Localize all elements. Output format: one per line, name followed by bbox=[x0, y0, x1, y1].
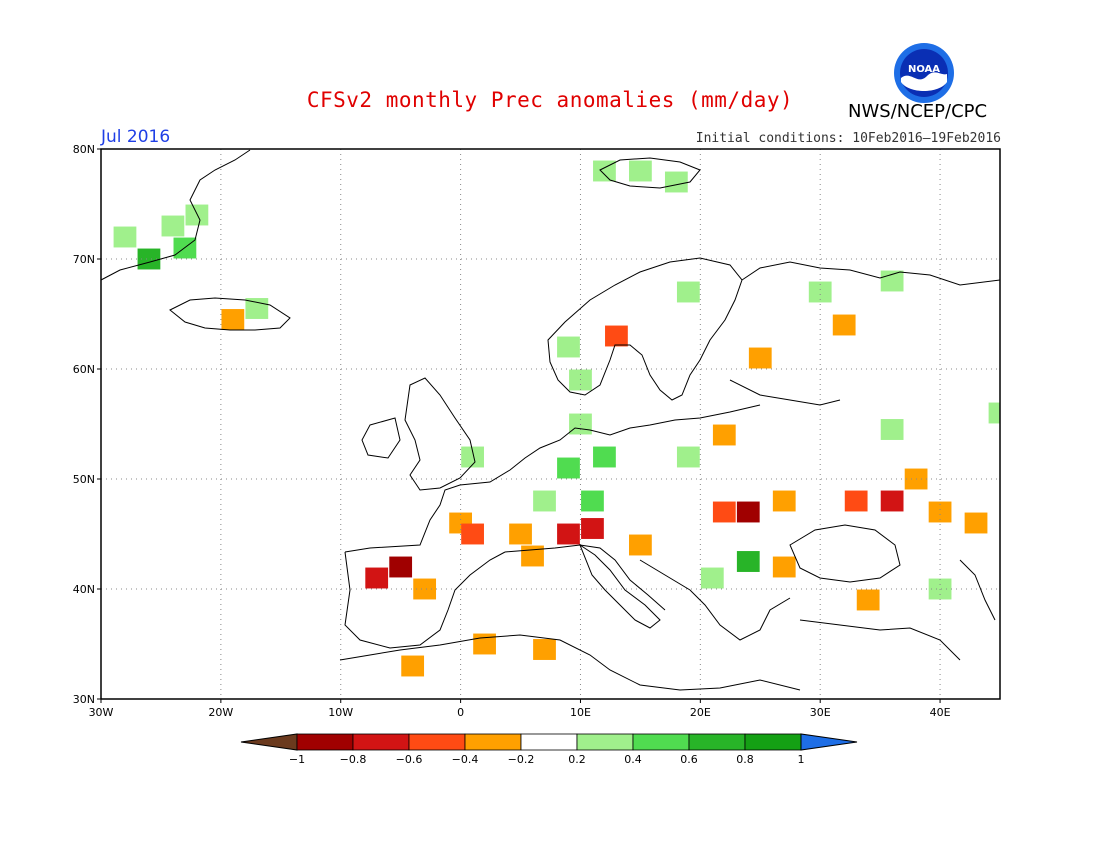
legend-color-box bbox=[520, 733, 578, 751]
longitude-tick-label: 20E bbox=[690, 706, 711, 719]
anomaly-cell bbox=[605, 325, 628, 347]
anomaly-cell bbox=[521, 545, 544, 567]
anomaly-cell bbox=[413, 578, 437, 600]
anomaly-cell bbox=[772, 556, 796, 578]
anomaly-cell bbox=[629, 534, 652, 556]
anomaly-cell bbox=[736, 501, 760, 523]
anomaly-cell bbox=[161, 215, 185, 237]
anomaly-cell bbox=[712, 501, 736, 523]
anomaly-cell bbox=[533, 639, 556, 660]
anomaly-cell bbox=[113, 226, 137, 248]
map-frame bbox=[100, 148, 1001, 700]
anomaly-cell bbox=[629, 160, 652, 182]
longitude-tick-label: 10W bbox=[328, 706, 353, 719]
anomaly-cell bbox=[832, 314, 856, 336]
agency-label: NWS/NCEP/CPC bbox=[848, 101, 988, 122]
anomaly-cell bbox=[533, 490, 556, 512]
lat-lon-gridlines bbox=[101, 149, 1000, 699]
longitude-tick-label: 30E bbox=[810, 706, 831, 719]
anomaly-cell bbox=[988, 402, 1000, 424]
latitude-tick-label: 70N bbox=[73, 253, 95, 266]
anomaly-cell bbox=[664, 171, 688, 193]
anomaly-cell bbox=[880, 490, 904, 512]
latitude-tick-label: 80N bbox=[73, 143, 95, 156]
anomaly-cell bbox=[772, 490, 796, 512]
longitude-tick-label: 10E bbox=[570, 706, 591, 719]
longitude-tick-label: 20W bbox=[208, 706, 233, 719]
legend-tick-label: −0.8 bbox=[340, 753, 367, 766]
legend-tick-label: −0.2 bbox=[508, 753, 535, 766]
longitude-tick-label: 30W bbox=[89, 706, 114, 719]
anomaly-field bbox=[113, 160, 1000, 677]
logo-text: NOAA bbox=[908, 64, 940, 75]
anomaly-cell bbox=[509, 523, 532, 545]
anomaly-cell bbox=[557, 457, 580, 479]
longitude-axis: 30W 20W 10W 0 10E 20E 30E 40E bbox=[89, 699, 951, 719]
legend-tick-label: 1 bbox=[798, 753, 805, 766]
color-legend: −1 −0.8 −0.6 −0.4 −0.2 0.2 0.4 0.6 0.8 1 bbox=[240, 733, 858, 766]
anomaly-cell bbox=[928, 501, 952, 523]
legend-tick-label: 0.6 bbox=[680, 753, 698, 766]
legend-color-box bbox=[296, 733, 354, 751]
legend-color-box bbox=[576, 733, 634, 751]
latitude-tick-label: 60N bbox=[73, 363, 95, 376]
anomaly-cell bbox=[880, 419, 904, 440]
longitude-tick-label: 40E bbox=[930, 706, 951, 719]
legend-tick-label: 0.4 bbox=[624, 753, 642, 766]
forecast-month: Jul 2016 bbox=[101, 127, 171, 147]
legend-color-box bbox=[688, 733, 746, 751]
anomaly-cell bbox=[736, 551, 760, 572]
anomaly-cell bbox=[461, 523, 484, 545]
anomaly-cell bbox=[221, 309, 245, 330]
anomaly-cell bbox=[557, 336, 580, 358]
anomaly-cell bbox=[880, 270, 904, 292]
latitude-tick-label: 40N bbox=[73, 583, 95, 596]
legend-color-box bbox=[352, 733, 410, 751]
coastlines bbox=[101, 149, 1000, 691]
anomaly-cell bbox=[365, 567, 389, 589]
anomaly-cell bbox=[581, 518, 604, 539]
anomaly-cell bbox=[808, 281, 832, 303]
anomaly-cell bbox=[557, 523, 580, 545]
anomaly-cell bbox=[748, 347, 772, 369]
anomaly-cell bbox=[461, 446, 484, 468]
legend-tick-label: −0.6 bbox=[396, 753, 423, 766]
anomaly-cell bbox=[676, 446, 700, 468]
anomaly-cell bbox=[844, 490, 868, 512]
legend-arrow-left bbox=[240, 733, 298, 751]
legend-arrow-right bbox=[800, 733, 858, 751]
initial-conditions: Initial conditions: 10Feb2016–19Feb2016 bbox=[695, 131, 1001, 146]
anomaly-cell bbox=[401, 655, 425, 677]
anomaly-cell bbox=[964, 512, 988, 534]
legend-tick-label: −0.4 bbox=[452, 753, 479, 766]
anomaly-cell bbox=[712, 424, 736, 446]
anomaly-cell bbox=[593, 160, 616, 182]
anomaly-cell bbox=[389, 556, 413, 578]
latitude-tick-label: 30N bbox=[73, 693, 95, 706]
latitude-tick-label: 50N bbox=[73, 473, 95, 486]
legend-color-box bbox=[632, 733, 690, 751]
legend-tick-label: 0.8 bbox=[736, 753, 754, 766]
anomaly-cell bbox=[473, 633, 496, 655]
anomaly-cell bbox=[593, 446, 616, 468]
longitude-tick-label: 0 bbox=[457, 706, 464, 719]
legend-tick-label: −1 bbox=[289, 753, 305, 766]
legend-color-box bbox=[744, 733, 802, 751]
latitude-axis: 30N 40N 50N 60N 70N 80N bbox=[73, 143, 101, 706]
anomaly-cell bbox=[700, 567, 724, 589]
map-title: CFSv2 monthly Prec anomalies (mm/day) bbox=[306, 88, 794, 112]
legend-color-box bbox=[408, 733, 466, 751]
anomaly-cell bbox=[185, 204, 209, 226]
legend-tick-label: 0.2 bbox=[568, 753, 586, 766]
legend-color-box bbox=[464, 733, 522, 751]
noaa-logo-icon: NOAA bbox=[893, 42, 955, 104]
anomaly-cell bbox=[676, 281, 700, 303]
anomaly-cell bbox=[581, 490, 604, 512]
anomaly-cell bbox=[856, 589, 880, 611]
